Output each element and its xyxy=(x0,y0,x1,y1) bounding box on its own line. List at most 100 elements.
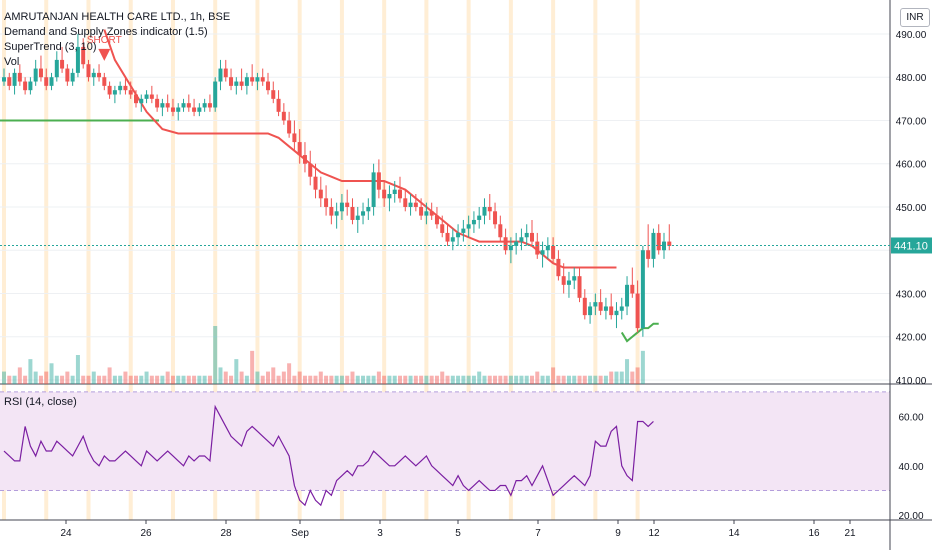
candle-body xyxy=(54,59,59,78)
volume-bar xyxy=(38,375,43,384)
volume-bar xyxy=(276,375,281,384)
legend-indicator-zones[interactable]: Demand and Supply Zones indicator (1.5) xyxy=(4,26,208,38)
session-band xyxy=(297,0,302,520)
x-tick-label: 7 xyxy=(535,528,541,539)
volume-bar xyxy=(519,375,524,384)
volume-bar xyxy=(371,375,376,384)
candle-body xyxy=(123,85,128,91)
session-band xyxy=(44,0,49,520)
volume-bar xyxy=(424,375,429,384)
candle-body xyxy=(255,77,260,82)
x-tick-label: 28 xyxy=(220,528,232,539)
candle-body xyxy=(524,232,529,238)
candle-body xyxy=(408,202,413,207)
candle-body xyxy=(86,64,91,78)
supertrend-line xyxy=(620,322,659,343)
candle-body xyxy=(429,211,434,216)
candle-body xyxy=(297,142,302,156)
volume-bar xyxy=(540,375,545,384)
candle-body xyxy=(81,46,86,65)
volume-bar xyxy=(107,367,112,384)
candle-body xyxy=(134,94,138,104)
volume-bar xyxy=(28,359,33,384)
volume-bar xyxy=(588,375,593,384)
volume-bar xyxy=(635,367,640,384)
candle-body xyxy=(260,77,265,82)
volume-bar xyxy=(487,375,492,384)
last-price-label: 441.10 xyxy=(894,240,928,252)
x-tick-label: 16 xyxy=(808,528,820,539)
candle-body xyxy=(456,232,461,238)
volume-bar xyxy=(155,375,160,384)
candle-body xyxy=(165,103,170,108)
volume-bar xyxy=(551,367,556,384)
candle-body xyxy=(186,103,191,108)
candle-body xyxy=(667,241,672,246)
candle-body xyxy=(361,211,366,216)
candle-body xyxy=(551,245,556,259)
volume-bar xyxy=(176,375,181,384)
candle-body xyxy=(593,302,598,307)
x-tick-label: 5 xyxy=(455,528,461,539)
x-tick-label: 12 xyxy=(648,528,660,539)
candle-body xyxy=(503,237,508,251)
volume-bar xyxy=(530,375,534,384)
candle-body xyxy=(112,90,117,95)
volume-bar xyxy=(60,375,65,384)
volume-bar xyxy=(345,375,350,384)
volume-bar xyxy=(355,375,360,384)
volume-bar xyxy=(234,359,239,384)
volume-bar xyxy=(213,326,218,384)
volume-bar xyxy=(524,375,529,384)
y-tick-label: 460.00 xyxy=(896,160,927,171)
candle-body xyxy=(75,46,80,73)
volume-bar xyxy=(361,375,366,384)
legend-indicator-supertrend[interactable]: SuperTrend (3, 10) xyxy=(4,41,97,53)
x-tick-label: 3 xyxy=(377,528,383,539)
volume-bar xyxy=(44,371,49,384)
volume-bar xyxy=(271,367,276,384)
rsi-legend[interactable]: RSI (14, close) xyxy=(4,396,77,408)
candle-body xyxy=(577,276,582,298)
volume-bar xyxy=(70,375,75,384)
candle-body xyxy=(149,94,154,99)
y-tick-label: 450.00 xyxy=(896,203,927,214)
volume-bar xyxy=(112,375,117,384)
candle-body xyxy=(508,245,513,251)
currency-button[interactable]: INR xyxy=(900,8,930,27)
x-tick-label: 26 xyxy=(140,528,152,539)
y-tick-label: 420.00 xyxy=(896,333,927,344)
volume-bar xyxy=(461,375,466,384)
short-signal-label: SHORT xyxy=(87,35,122,46)
volume-bar xyxy=(614,371,619,384)
volume-bar xyxy=(49,363,54,384)
candle-body xyxy=(229,77,234,86)
candle-body xyxy=(139,98,144,104)
candle-body xyxy=(482,206,487,216)
volume-bar xyxy=(33,371,38,384)
candle-body xyxy=(49,77,54,86)
volume-bar xyxy=(408,375,413,384)
candle-body xyxy=(38,68,43,78)
volume-bar xyxy=(281,371,286,384)
volume-bar xyxy=(609,371,614,384)
volume-bar xyxy=(566,375,571,384)
last-price-badge xyxy=(891,237,932,254)
volume-bar xyxy=(577,375,582,384)
volume-bar xyxy=(498,375,503,384)
candle-body xyxy=(545,245,550,251)
candle-body xyxy=(281,111,286,121)
candle-body xyxy=(566,280,571,285)
volume-bar xyxy=(603,375,608,384)
candle-body xyxy=(635,293,640,329)
candle-body xyxy=(128,90,133,95)
candle-body xyxy=(514,241,519,246)
volume-bar xyxy=(207,375,212,384)
candle-body xyxy=(382,189,387,199)
candle-body xyxy=(218,68,223,82)
candle-body xyxy=(144,94,149,99)
legend-indicator-volume[interactable]: Vol xyxy=(4,56,20,68)
candle-body xyxy=(498,224,503,238)
